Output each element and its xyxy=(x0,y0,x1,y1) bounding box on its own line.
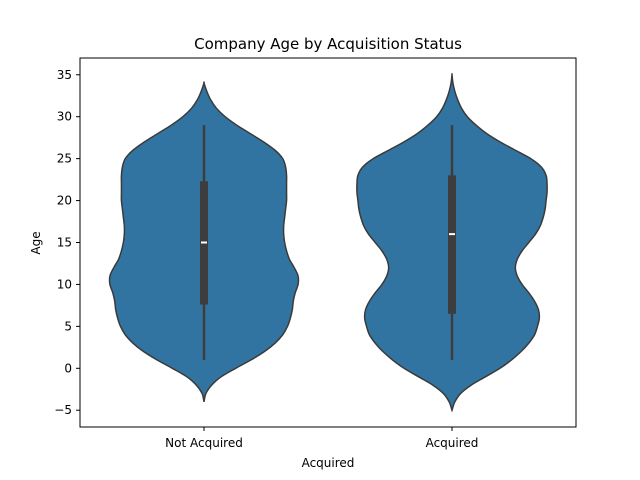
y-tick-label: 10 xyxy=(57,277,72,291)
y-tick-label: 20 xyxy=(57,194,72,208)
x-tick-label: Not Acquired xyxy=(165,436,243,450)
y-tick-label: 15 xyxy=(57,236,72,250)
x-tick-label: Acquired xyxy=(426,436,479,450)
y-tick-label: 30 xyxy=(57,110,72,124)
y-axis: −5 0 5 10 15 20 25 30 35 xyxy=(54,68,80,417)
y-tick-label: 35 xyxy=(57,68,72,82)
y-tick-label: 5 xyxy=(64,319,72,333)
violin-1 xyxy=(108,81,300,403)
y-tick-label: 0 xyxy=(64,361,72,375)
violin-2 xyxy=(356,72,548,413)
chart-title: Company Age by Acquisition Status xyxy=(194,35,462,53)
x-axis-label: Acquired xyxy=(302,456,355,470)
violin-iqr-box xyxy=(448,175,456,314)
y-tick-label: −5 xyxy=(54,403,72,417)
y-tick-label: 25 xyxy=(57,152,72,166)
y-axis-label: Age xyxy=(29,231,43,254)
violins-layer xyxy=(108,72,548,413)
x-axis: Not Acquired Acquired xyxy=(165,427,478,450)
